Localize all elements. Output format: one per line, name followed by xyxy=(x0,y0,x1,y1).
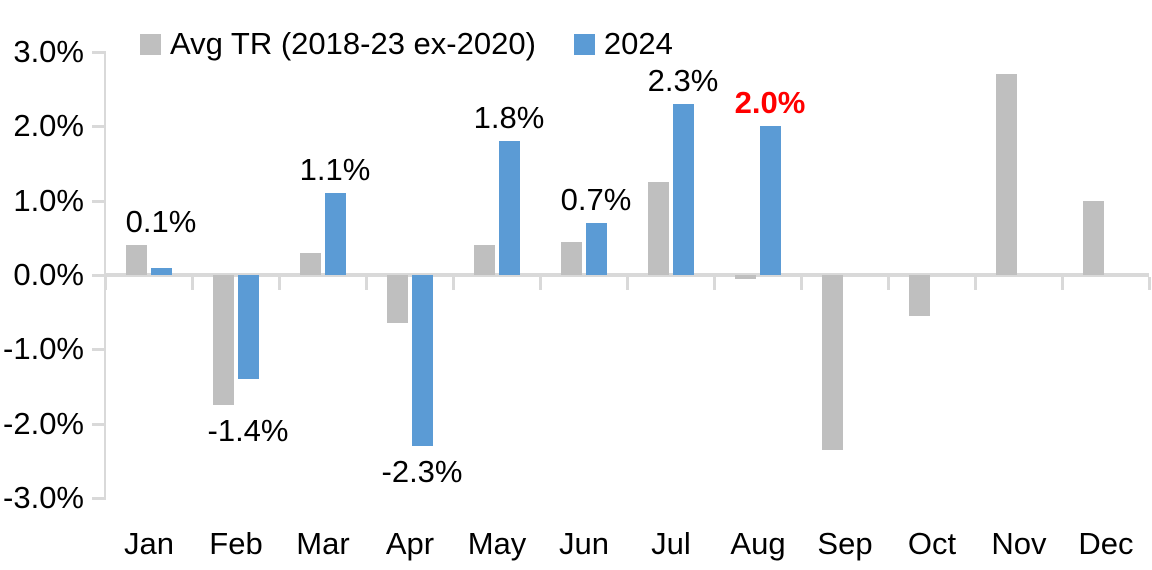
y-axis-tick-label: 3.0% xyxy=(13,34,84,70)
x-axis-label-mar: Mar xyxy=(296,526,350,561)
bar-2024-feb xyxy=(237,275,259,380)
bar-avg-dec xyxy=(1082,200,1104,275)
bar-2024-apr xyxy=(411,275,433,446)
y-axis-tick-label: 0.0% xyxy=(13,257,84,292)
x-axis-tick xyxy=(974,277,977,290)
bar-2024-jan xyxy=(150,267,172,275)
x-axis-tick xyxy=(539,277,542,290)
x-axis-tick xyxy=(887,277,890,290)
x-axis-label-oct: Oct xyxy=(907,526,957,561)
y-axis-tick xyxy=(92,348,106,352)
x-axis-tick xyxy=(452,277,455,290)
x-axis-tick xyxy=(713,277,716,290)
y-axis-tick-label: 1.0% xyxy=(13,182,84,218)
x-axis-label-sep: Sep xyxy=(817,526,873,561)
legend-swatch-2024 xyxy=(573,33,595,55)
y-axis-tick xyxy=(92,51,106,55)
x-axis-tick xyxy=(278,277,281,290)
y-axis-tick-label: -2.0% xyxy=(3,405,84,441)
y-axis-tick-label: -1.0% xyxy=(3,331,84,367)
x-axis-tick xyxy=(800,277,803,290)
bar-avg-nov xyxy=(995,74,1017,275)
x-axis-line xyxy=(105,273,1149,277)
y-axis-tick-label: 2.0% xyxy=(13,108,84,144)
bar-avg-aug xyxy=(734,275,756,279)
bar-avg-apr xyxy=(386,275,408,324)
chart-legend: Avg TR (2018-23 ex-2020) 2024 xyxy=(140,26,673,62)
legend-label-2024: 2024 xyxy=(603,26,673,61)
data-label-may: 1.8% xyxy=(473,100,545,136)
bar-2024-jun xyxy=(585,222,607,275)
bar-avg-mar xyxy=(299,252,321,275)
bar-avg-sep xyxy=(821,275,843,450)
x-axis-label-jul: Jul xyxy=(651,526,691,561)
bar-avg-may xyxy=(473,245,495,275)
x-axis-tick xyxy=(365,277,368,290)
bar-2024-mar xyxy=(324,193,346,275)
x-axis-tick xyxy=(191,277,194,290)
x-axis-label-jan: Jan xyxy=(124,526,174,561)
x-axis-tick xyxy=(104,277,107,290)
x-axis-tick xyxy=(1148,277,1151,290)
legend-item-2024: 2024 xyxy=(573,26,673,62)
y-axis-tick-label: -3.0% xyxy=(3,479,84,515)
x-axis-label-may: May xyxy=(467,526,527,561)
legend-item-avg: Avg TR (2018-23 ex-2020) xyxy=(140,26,536,62)
x-axis-label-dec: Dec xyxy=(1078,526,1134,561)
bar-avg-jan xyxy=(125,245,147,275)
x-axis-tick xyxy=(626,277,629,290)
data-label-aug: 2.0% xyxy=(734,85,806,121)
data-label-apr: -2.3% xyxy=(381,453,463,489)
bar-2024-may xyxy=(498,141,520,275)
legend-swatch-avg xyxy=(140,33,161,55)
bar-avg-oct xyxy=(908,275,930,316)
bar-avg-jun xyxy=(560,241,582,275)
x-axis-label-aug: Aug xyxy=(730,526,786,561)
x-axis-tick xyxy=(1061,277,1064,290)
y-axis-tick xyxy=(92,274,106,277)
data-label-jul: 2.3% xyxy=(647,63,719,99)
data-label-jun: 0.7% xyxy=(560,181,632,217)
legend-label-avg: Avg TR (2018-23 ex-2020) xyxy=(170,26,536,61)
y-axis-tick xyxy=(92,496,106,500)
data-label-feb: -1.4% xyxy=(207,413,289,449)
bar-2024-jul xyxy=(672,104,694,275)
y-axis-tick xyxy=(92,125,106,129)
x-axis-label-feb: Feb xyxy=(209,526,263,561)
y-axis-tick xyxy=(92,422,106,426)
x-axis-label-jun: Jun xyxy=(559,526,609,561)
bar-2024-aug xyxy=(759,126,781,275)
bar-avg-feb xyxy=(212,275,234,406)
bar-avg-jul xyxy=(647,182,669,275)
data-label-mar: 1.1% xyxy=(299,152,371,188)
y-axis-tick xyxy=(92,199,106,203)
x-axis-label-apr: Apr xyxy=(385,526,435,561)
data-label-jan: 0.1% xyxy=(125,204,197,240)
x-axis-label-nov: Nov xyxy=(991,526,1047,561)
